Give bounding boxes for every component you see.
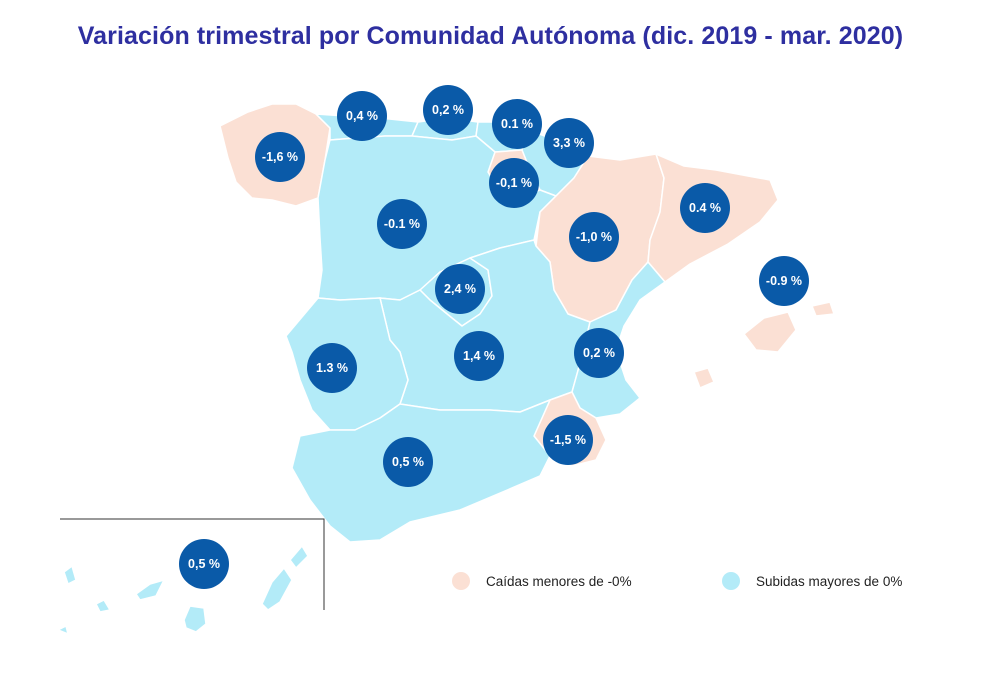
canarias-inset-border [60, 518, 325, 610]
value-bubble-navarra: 3,3 % [544, 118, 594, 168]
value-bubble-extremadura: 1.3 % [307, 343, 357, 393]
legend-decrease-label: Caídas menores de -0% [486, 573, 632, 589]
value-bubble-baleares: -0.9 % [759, 256, 809, 306]
value-bubble-castilla-la-mancha: 1,4 % [454, 331, 504, 381]
value-bubble-canarias: 0,5 % [179, 539, 229, 589]
map-title: Variación trimestral por Comunidad Autón… [77, 22, 904, 50]
value-bubble-aragon: -1,0 % [569, 212, 619, 262]
value-bubble-cataluna: 0.4 % [680, 183, 730, 233]
value-bubble-madrid: 2,4 % [435, 264, 485, 314]
value-bubble-galicia: -1,6 % [255, 132, 305, 182]
legend-increase-label: Subidas mayores de 0% [756, 573, 903, 589]
legend-increase: Subidas mayores de 0% [722, 572, 902, 590]
value-bubble-cantabria: 0,2 % [423, 85, 473, 135]
legend-increase-swatch [722, 572, 740, 590]
region-baleares[interactable] [693, 301, 835, 389]
value-bubble-pais-vasco: 0.1 % [492, 99, 542, 149]
legend-decrease: Caídas menores de -0% [452, 572, 632, 590]
legend-decrease-swatch [452, 572, 470, 590]
value-bubble-la-rioja: -0,1 % [489, 158, 539, 208]
value-bubble-castilla-leon: -0.1 % [377, 199, 427, 249]
value-bubble-murcia: -1,5 % [543, 415, 593, 465]
value-bubble-valenciana: 0,2 % [574, 328, 624, 378]
region-canarias[interactable] [57, 545, 309, 635]
value-bubble-asturias: 0,4 % [337, 91, 387, 141]
value-bubble-andalucia: 0,5 % [383, 437, 433, 487]
